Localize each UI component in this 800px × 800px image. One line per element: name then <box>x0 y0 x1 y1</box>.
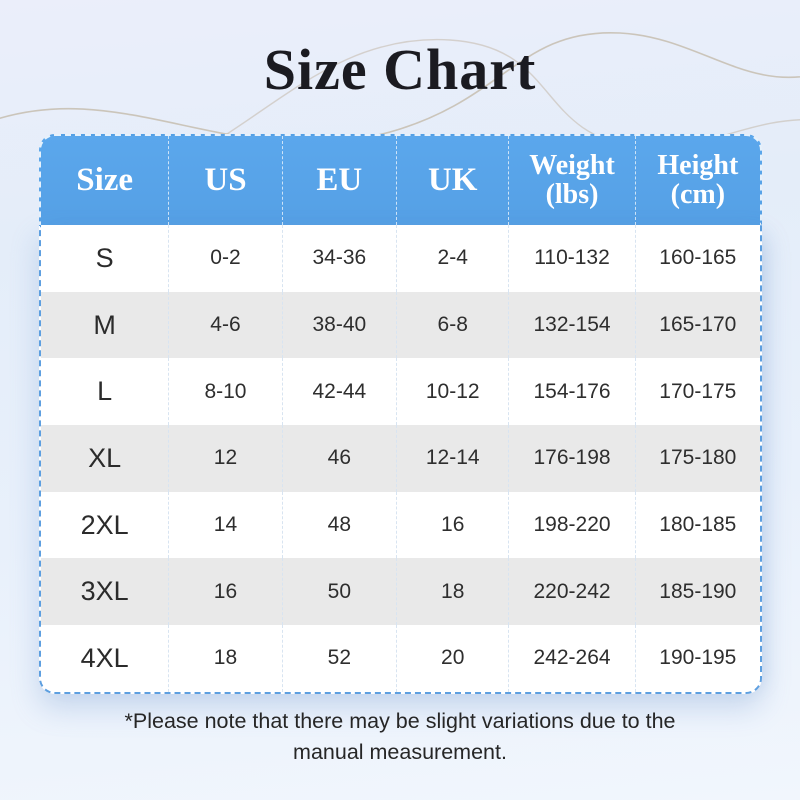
cell-eu: 34-36 <box>281 225 396 292</box>
cell-height: 165-170 <box>634 291 760 359</box>
column-header-size: Size <box>41 136 168 225</box>
table-row: 3XL 16 50 18 220-242 185-190 <box>41 558 760 626</box>
cell-height: 190-195 <box>634 625 760 692</box>
cell-height: 175-180 <box>634 425 760 492</box>
cell-uk: 10-12 <box>396 358 508 426</box>
cell-uk: 16 <box>396 491 508 559</box>
cell-uk: 20 <box>396 625 508 692</box>
cell-eu: 50 <box>281 558 396 626</box>
table-row: S 0-2 34-36 2-4 110-132 160-165 <box>41 225 760 292</box>
cell-uk: 12-14 <box>396 425 508 492</box>
cell-eu: 48 <box>281 491 396 559</box>
column-header-label: Height <box>657 149 739 181</box>
column-header-label: Size <box>76 161 134 198</box>
cell-size: 3XL <box>80 576 129 607</box>
cell-us: 12 <box>168 425 281 492</box>
cell-weight: 110-132 <box>508 225 634 292</box>
cell-uk: 6-8 <box>396 291 508 359</box>
column-header-label: EU <box>316 161 363 198</box>
table-header-row: Size US EU UK Weight (lbs) Height (cm) <box>39 134 762 225</box>
measurement-note-text: *Please note that there may be slight va… <box>124 709 676 765</box>
column-header-unit: (lbs) <box>545 178 599 210</box>
column-header-weight: Weight (lbs) <box>508 136 634 225</box>
cell-us: 0-2 <box>168 225 281 292</box>
cell-uk: 18 <box>396 558 508 626</box>
cell-us: 4-6 <box>168 291 281 359</box>
cell-weight: 132-154 <box>508 291 634 359</box>
cell-us: 16 <box>168 558 281 626</box>
size-chart-table: Size US EU UK Weight (lbs) Height (cm) S… <box>39 134 762 694</box>
cell-eu: 52 <box>281 625 396 692</box>
table-body: S 0-2 34-36 2-4 110-132 160-165 M 4-6 38… <box>39 225 762 694</box>
cell-weight: 198-220 <box>508 491 634 559</box>
column-header-label: US <box>204 161 247 198</box>
cell-us: 8-10 <box>168 358 281 426</box>
cell-weight: 154-176 <box>508 358 634 426</box>
cell-weight: 242-264 <box>508 625 634 692</box>
column-header-label: UK <box>427 161 478 198</box>
cell-size: S <box>95 242 114 273</box>
table-row: L 8-10 42-44 10-12 154-176 170-175 <box>41 358 760 426</box>
cell-height: 170-175 <box>634 358 760 426</box>
cell-weight: 176-198 <box>508 425 634 492</box>
cell-size: XL <box>88 442 122 473</box>
table-row: XL 12 46 12-14 176-198 175-180 <box>41 425 760 492</box>
cell-height: 160-165 <box>634 225 760 292</box>
cell-size: 4XL <box>80 642 129 673</box>
measurement-note: *Please note that there may be slight va… <box>0 706 800 768</box>
column-header-uk: UK <box>396 136 508 225</box>
cell-height: 185-190 <box>634 558 760 626</box>
cell-size: 2XL <box>80 509 129 540</box>
cell-weight: 220-242 <box>508 558 634 626</box>
cell-us: 14 <box>168 491 281 559</box>
column-header-unit: (cm) <box>670 178 726 210</box>
table-row: M 4-6 38-40 6-8 132-154 165-170 <box>41 291 760 359</box>
cell-eu: 38-40 <box>281 291 396 359</box>
cell-us: 18 <box>168 625 281 692</box>
cell-height: 180-185 <box>634 491 760 559</box>
page-title: Size Chart <box>263 37 537 102</box>
cell-eu: 42-44 <box>281 358 396 426</box>
column-header-height: Height (cm) <box>634 136 760 225</box>
cell-eu: 46 <box>281 425 396 492</box>
column-header-label: Weight <box>529 149 615 181</box>
column-header-us: US <box>168 136 281 225</box>
cell-size: M <box>93 309 116 340</box>
column-header-eu: EU <box>281 136 396 225</box>
cell-size: L <box>97 376 113 407</box>
cell-uk: 2-4 <box>396 225 508 292</box>
table-row: 4XL 18 52 20 242-264 190-195 <box>41 625 760 692</box>
table-row: 2XL 14 48 16 198-220 180-185 <box>41 491 760 559</box>
